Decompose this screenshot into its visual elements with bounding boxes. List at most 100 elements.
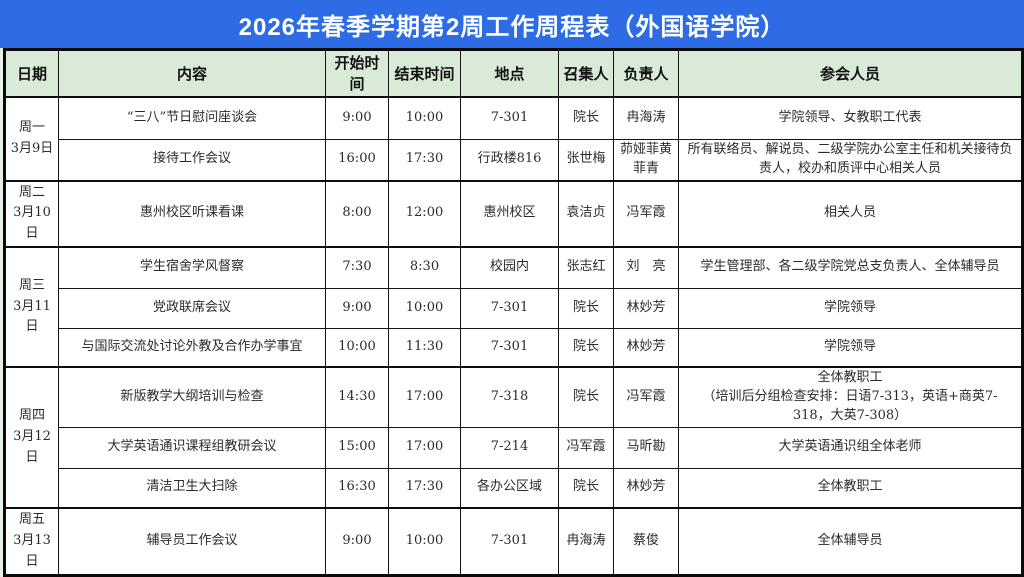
day-label: 周五 [18,512,45,528]
participants-cell: 全体辅导员 [678,507,1023,576]
end-time-cell: 12:00 [388,179,461,248]
table-row: 周四 3月12日 新版教学大纲培训与检查 14:30 17:00 7-318 院长 冯军霞 全体… [4,366,1023,509]
lead-person-cell: 冯军霞 [613,366,679,428]
table-row: 周一 3月9日 “三八”节日慰问座谈会 9:00 10:00 7-301 院长 冉海涛 学院领导… [4,95,1023,182]
end-time-cell: 17:30 [388,467,461,509]
location-cell: 7-318 [460,366,559,428]
end-time-cell: 17:30 [388,138,461,182]
lead-person-cell: 马昕勘 [613,426,679,469]
header-row: 日期 内容 开始时间 结束时间 地点 召集人 负责人 参会人员 [4,49,1023,97]
day-label: 周四 [18,408,45,424]
lead-person-cell: 蔡俊 [613,507,679,576]
convener-cell: 院长 [558,467,614,509]
date-label: 3月10日 [13,205,51,242]
event-content-cell: 学生宿舍学风督察 [58,246,326,289]
event-content-cell: 党政联席会议 [58,287,326,329]
table-row: 接待工作会议 16:00 17:30 行政楼816 张世梅 茆娅菲黄菲青 所有联络员、解说员… [5,138,1023,182]
lead-person-cell: 刘 亮 [613,246,679,289]
date-label: 3月12日 [13,429,51,465]
date-label: 3月13日 [13,532,51,569]
day-cell: 周一 3月9日 [4,95,59,182]
end-time-cell: 8:30 [388,246,461,289]
participants-cell: 相关人员 [678,179,1023,248]
day-label: 周一 [18,119,45,135]
location-cell: 7-214 [460,426,559,469]
lead-person-cell: 林妙芳 [613,467,679,509]
start-time-cell: 14:30 [325,366,389,428]
location-cell: 行政楼816 [460,138,559,182]
convener-cell: 冯军霞 [558,426,614,469]
schedule-table: 日期 内容 开始时间 结束时间 地点 召集人 负责人 参会人员 周一 3月9日 “三八”节日慰问座… [3,48,1024,577]
location-cell: 惠州校区 [460,179,559,248]
event-content-cell: 清洁卫生大扫除 [58,467,326,509]
event-content-cell: 惠州校区听课看课 [58,179,326,248]
lead-person-cell: 冉海涛 [613,95,679,140]
date-label: 3月11日 [13,298,51,335]
table-row: 大学英语通识课程组教研会议 15:00 17:00 7-214 冯军霞 马昕勘 大学英语通识… [5,426,1023,469]
end-time-cell: 17:00 [388,366,461,428]
convener-cell: 冉海涛 [558,507,614,576]
event-content-cell: 新版教学大纲培训与检查 [58,366,326,428]
participants-cell: 所有联络员、解说员、二级学院办公室主任和机关接待负责人，校办和质评中心相关人员 [678,138,1023,182]
event-content-cell: 接待工作会议 [58,138,326,182]
table-row: 与国际交流处讨论外教及合作办学事宜 10:00 11:30 7-301 院长 林妙芳 学院领… [5,327,1023,368]
date-label: 3月9日 [10,140,54,156]
start-time-cell: 8:00 [325,179,389,248]
convener-cell: 院长 [558,95,614,140]
day-cell: 周三 3月11日 [4,246,59,368]
event-content-cell: 与国际交流处讨论外教及合作办学事宜 [58,327,326,368]
start-time-cell: 16:00 [325,138,389,182]
column-header: 结束时间 [388,49,461,97]
lead-person-cell: 林妙芳 [613,327,679,368]
column-header: 开始时间 [325,49,389,97]
location-cell: 7-301 [460,507,559,576]
table-row: 党政联席会议 9:00 10:00 7-301 院长 林妙芳 学院领导 [5,287,1023,329]
participants-cell: 大学英语通识组全体老师 [678,426,1023,469]
event-content-cell: 大学英语通识课程组教研会议 [58,426,326,469]
table-row: 周二 3月10日 惠州校区听课看课 8:00 12:00 惠州校区 袁洁贞 冯军霞 相关人员 [4,179,1023,248]
column-header: 内容 [58,49,326,97]
start-time-cell: 10:00 [325,327,389,368]
participants-cell: 学院领导 [678,327,1023,368]
table-row: 清洁卫生大扫除 16:30 17:30 各办公区域 院长 林妙芳 全体教职工 [5,467,1023,509]
convener-cell: 院长 [558,366,614,428]
day-cell: 周二 3月10日 [4,179,59,248]
day-label: 周三 [18,277,45,293]
location-cell: 校园内 [460,246,559,289]
convener-cell: 张志红 [558,246,614,289]
participants-cell: 全体教职工 [678,467,1023,509]
table-row: 周五 3月13日 辅导员工作会议 9:00 10:00 7-301 冉海涛 蔡俊 全体辅导员 [4,507,1023,576]
schedule-table-container: 日期 内容 开始时间 结束时间 地点 召集人 负责人 参会人员 周一 3月9日 “三八”节日慰问座… [3,48,1024,577]
convener-cell: 院长 [558,327,614,368]
lead-person-cell: 林妙芳 [613,287,679,329]
column-header: 召集人 [558,49,614,97]
column-header: 日期 [4,49,59,97]
start-time-cell: 15:00 [325,426,389,469]
participants-cell: 学生管理部、各二级学院党总支负责人、全体辅导员 [678,246,1023,289]
end-time-cell: 17:00 [388,426,461,469]
start-time-cell: 9:00 [325,287,389,329]
end-time-cell: 10:00 [388,95,461,140]
location-cell: 7-301 [460,327,559,368]
end-time-cell: 10:00 [388,507,461,576]
lead-person-cell: 冯军霞 [613,179,679,248]
column-header: 参会人员 [678,49,1023,97]
title-bar: 2026年春季学期第2周工作周程表（外国语学院） [0,0,1024,48]
participants-cell: 学院领导、女教职工代表 [678,95,1023,140]
convener-cell: 袁洁贞 [558,179,614,248]
start-time-cell: 16:30 [325,467,389,509]
start-time-cell: 9:00 [325,95,389,140]
start-time-cell: 7:30 [325,246,389,289]
event-content-cell: 辅导员工作会议 [58,507,326,576]
end-time-cell: 10:00 [388,287,461,329]
location-cell: 7-301 [460,95,559,140]
column-header: 负责人 [613,49,679,97]
convener-cell: 张世梅 [558,138,614,182]
day-label: 周二 [18,184,45,200]
day-cell: 周五 3月13日 [4,507,59,576]
day-cell: 周四 3月12日 [4,366,59,509]
location-cell: 各办公区域 [460,467,559,509]
end-time-cell: 11:30 [388,327,461,368]
participants-cell: 全体教职工 （培训后分组检查安排：日语7-313，英语+商英7-318，大英7-… [678,366,1023,428]
participants-cell: 学院领导 [678,287,1023,329]
